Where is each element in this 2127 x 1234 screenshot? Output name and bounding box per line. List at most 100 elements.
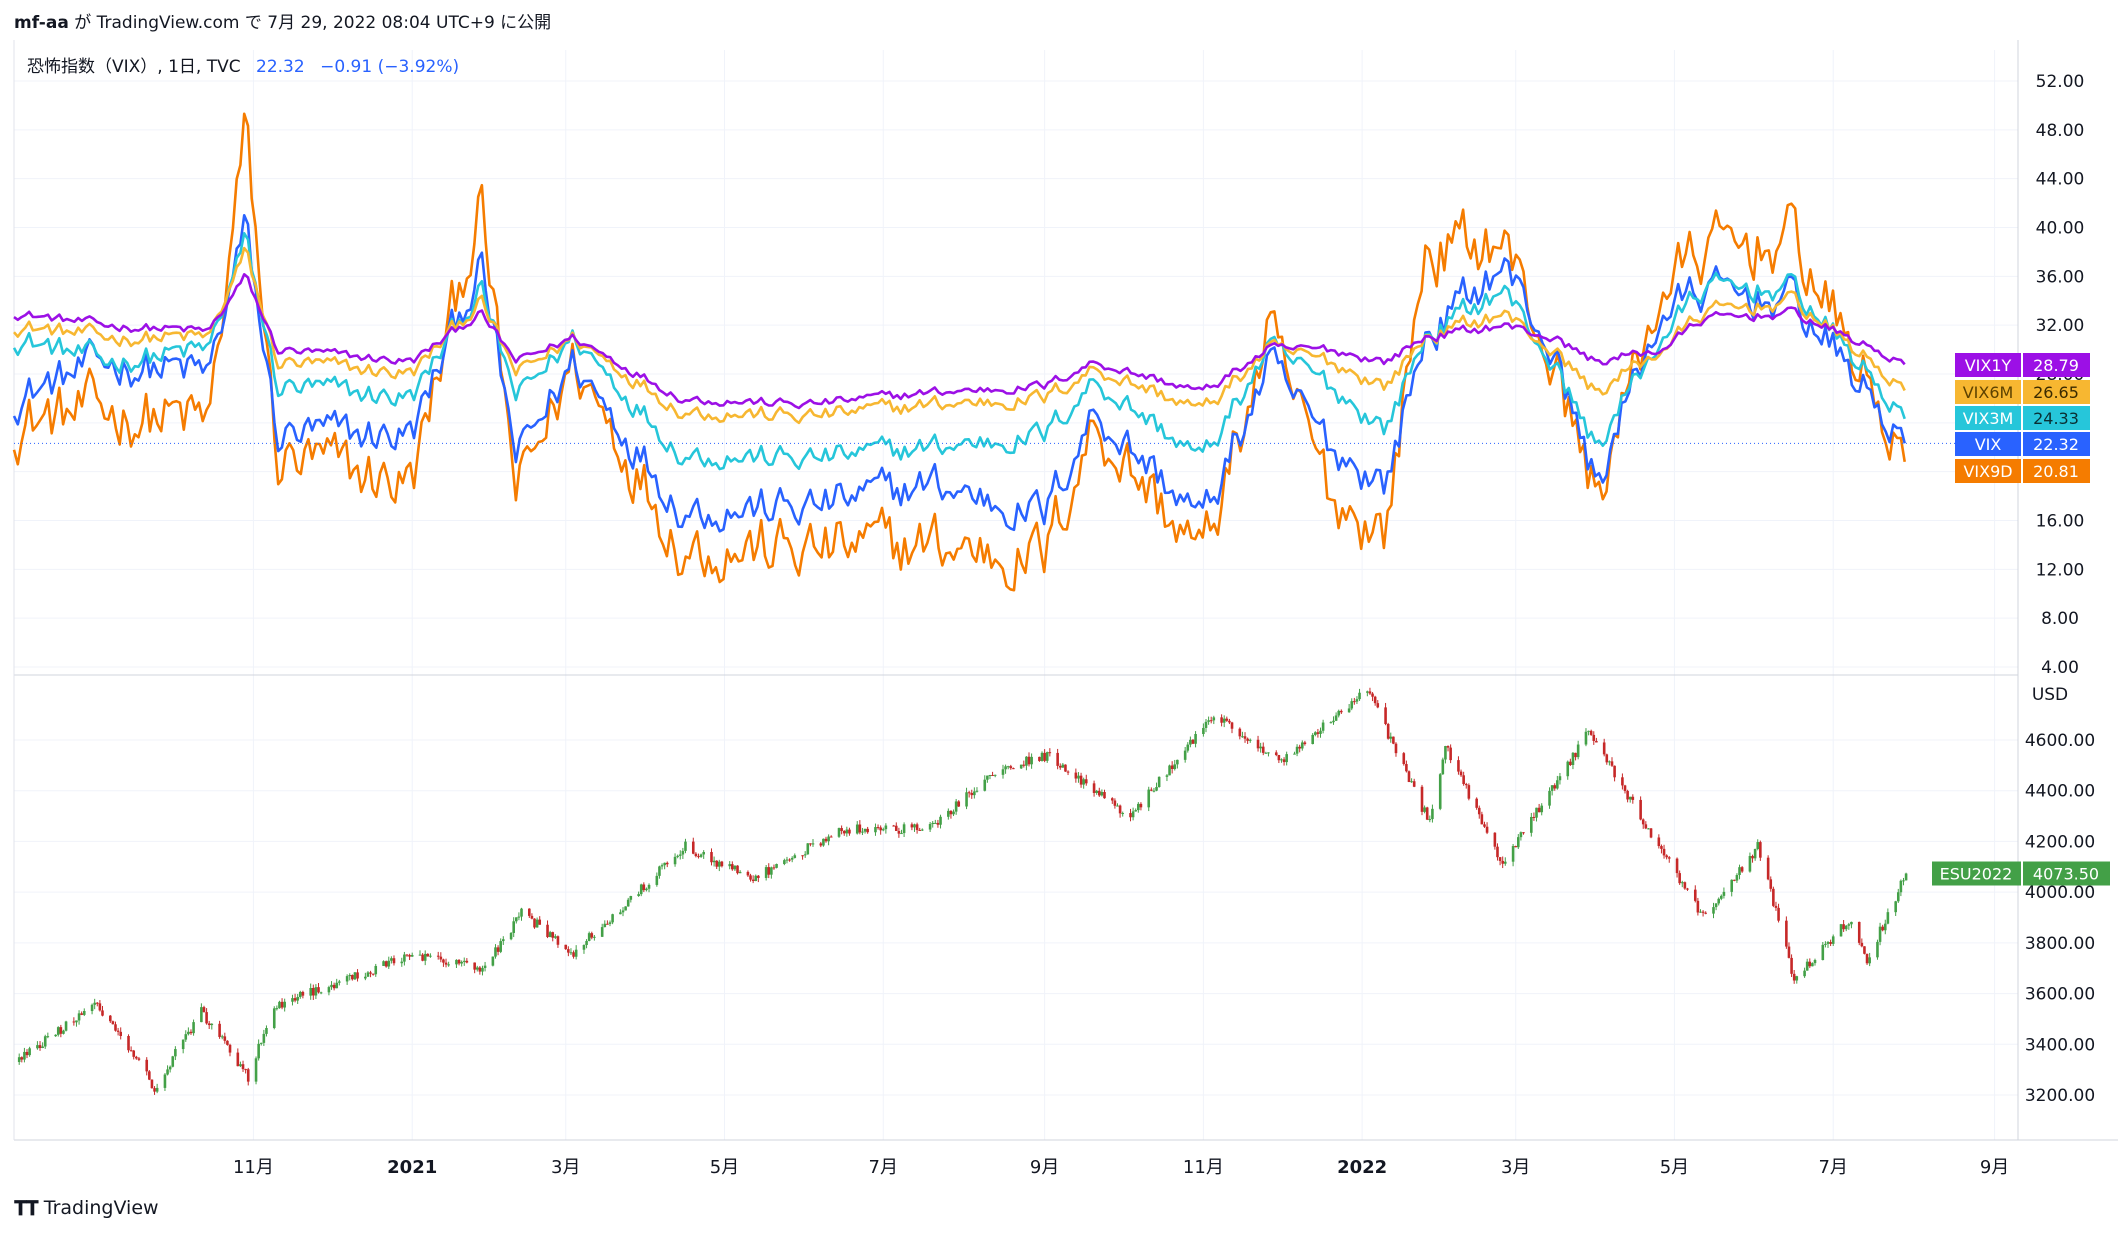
candle-body[interactable]	[936, 822, 940, 825]
candle-body[interactable]	[1826, 942, 1830, 944]
candle-body[interactable]	[697, 856, 700, 858]
candle-body[interactable]	[845, 829, 849, 834]
candle-body[interactable]	[1777, 907, 1780, 921]
candle-body[interactable]	[1402, 753, 1406, 765]
candle-body[interactable]	[1608, 761, 1611, 763]
candle-body[interactable]	[1881, 926, 1884, 931]
candle-body[interactable]	[1605, 754, 1609, 763]
candle-body[interactable]	[298, 991, 302, 997]
candle-body[interactable]	[757, 875, 760, 878]
candle-body[interactable]	[681, 850, 685, 855]
candle-body[interactable]	[1894, 901, 1897, 913]
candle-body[interactable]	[621, 910, 625, 913]
candle-body[interactable]	[384, 961, 388, 967]
candle-body[interactable]	[1222, 718, 1226, 723]
candle-body[interactable]	[1730, 879, 1734, 892]
candle-body[interactable]	[1902, 880, 1905, 882]
candle-body[interactable]	[1878, 926, 1882, 942]
candle-body[interactable]	[1131, 811, 1135, 818]
candle-body[interactable]	[220, 1036, 224, 1038]
candle-body[interactable]	[1191, 739, 1195, 744]
candle-body[interactable]	[1019, 764, 1023, 769]
candle-body[interactable]	[691, 841, 695, 854]
candle-body[interactable]	[934, 822, 937, 824]
candle-body[interactable]	[166, 1069, 169, 1075]
candle-body[interactable]	[1626, 790, 1629, 800]
candle-body[interactable]	[418, 954, 422, 956]
candle-body[interactable]	[1074, 772, 1078, 779]
candle-body[interactable]	[1173, 764, 1177, 770]
candle-body[interactable]	[64, 1021, 68, 1031]
candle-body[interactable]	[1207, 720, 1210, 722]
candle-body[interactable]	[259, 1042, 263, 1044]
candle-body[interactable]	[1246, 738, 1249, 741]
candle-body[interactable]	[678, 854, 682, 856]
candle-body[interactable]	[1483, 824, 1486, 827]
candle-body[interactable]	[20, 1057, 24, 1060]
candle-body[interactable]	[369, 972, 372, 974]
candle-body[interactable]	[390, 958, 393, 961]
candle-body[interactable]	[1680, 882, 1684, 884]
candle-body[interactable]	[1118, 805, 1122, 814]
candle-body[interactable]	[1139, 803, 1143, 808]
candle-body[interactable]	[790, 857, 794, 860]
candle-body[interactable]	[1595, 740, 1598, 743]
candle-body[interactable]	[582, 945, 586, 950]
candle-body[interactable]	[1540, 805, 1544, 813]
candle-body[interactable]	[1300, 742, 1304, 749]
candle-body[interactable]	[436, 955, 440, 957]
candle-body[interactable]	[1566, 761, 1570, 777]
candle-body[interactable]	[626, 899, 630, 907]
candle-body[interactable]	[1842, 924, 1845, 930]
candle-body[interactable]	[1243, 736, 1247, 739]
candle-body[interactable]	[1371, 693, 1374, 697]
candle-body[interactable]	[447, 964, 450, 966]
candle-body[interactable]	[884, 825, 888, 830]
candle-body[interactable]	[1868, 957, 1871, 964]
candle-body[interactable]	[957, 801, 961, 807]
candle-body[interactable]	[223, 1036, 227, 1041]
candle-body[interactable]	[410, 954, 414, 957]
candle-body[interactable]	[218, 1023, 221, 1037]
candle-body[interactable]	[754, 875, 758, 882]
candle-body[interactable]	[1485, 826, 1489, 833]
candle-body[interactable]	[1641, 819, 1645, 825]
candle-body[interactable]	[665, 862, 669, 865]
candle-body[interactable]	[866, 828, 869, 833]
candle-body[interactable]	[1449, 747, 1452, 761]
candle-body[interactable]	[1038, 756, 1041, 761]
candle-body[interactable]	[356, 972, 359, 979]
candle-body[interactable]	[501, 939, 505, 942]
candle-body[interactable]	[1686, 888, 1689, 890]
series-line-vix1y[interactable]	[13, 273, 1906, 410]
candle-body[interactable]	[1733, 879, 1736, 881]
candle-body[interactable]	[1353, 701, 1356, 703]
candle-body[interactable]	[954, 801, 958, 812]
candle-body[interactable]	[702, 852, 705, 855]
candle-body[interactable]	[811, 843, 815, 845]
candle-body[interactable]	[1368, 691, 1372, 694]
candle-body[interactable]	[1647, 828, 1650, 830]
candle-body[interactable]	[1787, 946, 1791, 958]
candle-body[interactable]	[1334, 715, 1338, 721]
candle-body[interactable]	[764, 867, 768, 878]
candle-body[interactable]	[1316, 732, 1320, 734]
candle-body[interactable]	[1517, 837, 1520, 848]
candle-body[interactable]	[1097, 790, 1101, 796]
candle-body[interactable]	[351, 974, 354, 980]
candle-body[interactable]	[947, 810, 950, 817]
candle-body[interactable]	[335, 982, 339, 989]
candle-body[interactable]	[1477, 807, 1481, 815]
candle-body[interactable]	[855, 824, 859, 834]
candle-body[interactable]	[1113, 800, 1117, 806]
candle-body[interactable]	[1204, 721, 1208, 728]
candle-body[interactable]	[949, 810, 953, 815]
candle-body[interactable]	[902, 824, 906, 834]
candle-body[interactable]	[619, 912, 622, 915]
candle-body[interactable]	[567, 949, 570, 953]
candle-body[interactable]	[1501, 860, 1504, 864]
candle-body[interactable]	[822, 838, 825, 846]
candle-body[interactable]	[590, 933, 594, 938]
candle-body[interactable]	[301, 991, 305, 996]
candle-body[interactable]	[746, 871, 750, 876]
